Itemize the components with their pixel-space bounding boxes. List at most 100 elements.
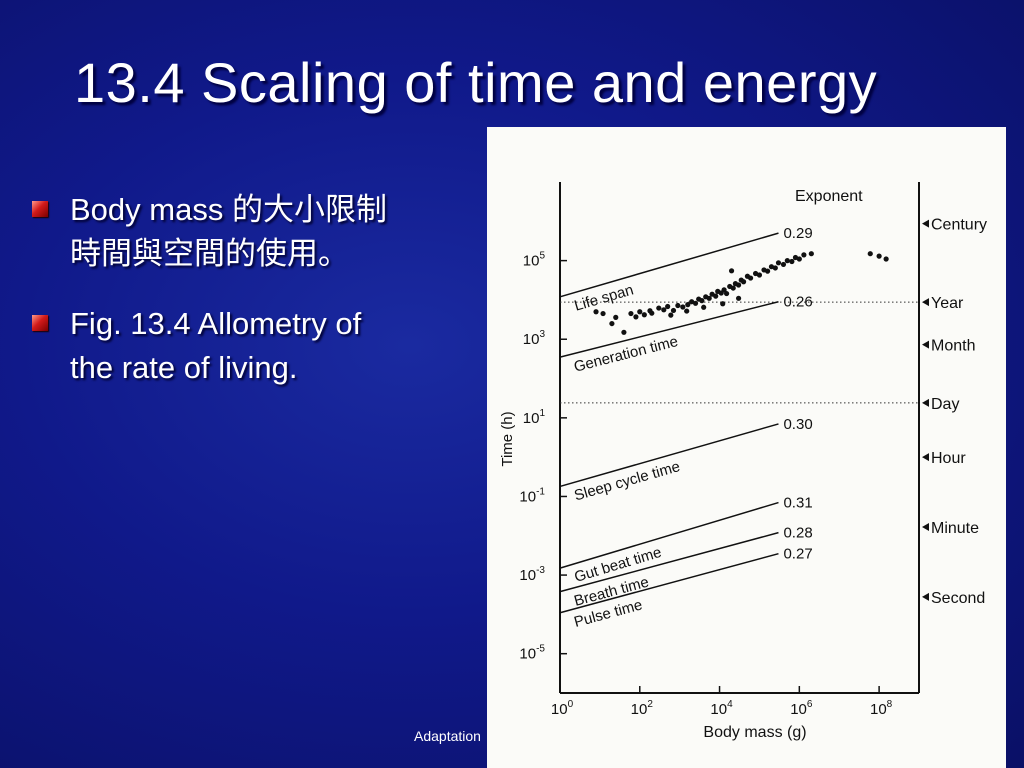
reference-arrow-icon	[922, 453, 929, 462]
bullet-text: Body mass	[70, 192, 232, 227]
fit-line-label: Sleep cycle time	[572, 458, 682, 504]
exponent-label: 0.27	[783, 546, 812, 563]
y-tick-label: 101	[523, 408, 546, 427]
exponent-label: 0.28	[783, 525, 812, 542]
fit-line	[559, 531, 779, 593]
y-tick-label: 10-1	[519, 486, 545, 505]
data-point	[628, 310, 634, 317]
data-point	[684, 308, 690, 314]
data-point	[670, 307, 677, 314]
data-point	[730, 285, 736, 291]
data-point	[723, 290, 730, 297]
y-axis-label: Time (h)	[499, 411, 516, 466]
reference-arrow-icon	[922, 592, 929, 601]
data-point	[713, 293, 719, 299]
data-point	[609, 320, 615, 327]
data-point	[735, 295, 742, 301]
fit-line	[559, 300, 779, 358]
data-point	[685, 302, 691, 308]
data-point	[808, 251, 814, 257]
data-point	[675, 302, 681, 309]
data-point	[668, 312, 674, 318]
y-tick-label: 10-3	[519, 565, 545, 584]
fit-line	[559, 423, 779, 488]
bullet-text-cjk: 時間與空間的使用。	[70, 236, 349, 272]
fit-line	[559, 501, 779, 569]
reference-label: Century	[931, 217, 987, 234]
x-tick-label: 104	[710, 699, 733, 718]
exponent-label: 0.26	[783, 294, 812, 311]
y-tick-label: 103	[523, 329, 546, 348]
data-point	[883, 256, 889, 262]
data-point	[780, 261, 787, 268]
exponent-label: 0.30	[783, 416, 812, 433]
fit-line	[559, 552, 779, 614]
data-point	[735, 282, 742, 288]
data-point	[680, 304, 686, 310]
reference-label: Year	[931, 295, 964, 312]
data-point	[661, 307, 667, 313]
data-point	[656, 305, 662, 311]
data-point	[641, 312, 647, 318]
data-point	[699, 298, 705, 304]
allometry-chart: Time (h) Body mass (g) Exponent Century Y…	[499, 182, 987, 741]
data-point	[633, 314, 639, 320]
data-point	[692, 300, 699, 306]
reference-label: Month	[931, 338, 975, 355]
slide-title: 13.4 Scaling of time and energy	[74, 51, 878, 114]
bullet-item-body-mass: Body mass 的大小限制 時間與空間的使用。	[30, 188, 485, 276]
data-point	[867, 251, 873, 257]
data-point	[764, 268, 771, 274]
bullet-marker-icon	[32, 315, 48, 331]
x-tick-label: 106	[790, 699, 813, 718]
fit-line-label: Generation time	[572, 333, 680, 376]
data-point	[593, 309, 599, 315]
x-tick-label: 108	[870, 699, 893, 718]
data-point	[637, 309, 643, 315]
data-point	[876, 253, 882, 259]
data-point	[740, 279, 747, 285]
bullet-item-figure-caption: Fig. 13.4 Allometry of the rate of livin…	[30, 302, 485, 390]
fit-line	[559, 232, 779, 298]
y-tick-label: 10-5	[519, 644, 545, 663]
data-point	[665, 303, 671, 310]
reference-arrow-icon	[922, 340, 929, 349]
data-point	[706, 295, 712, 301]
reference-arrow-icon	[922, 398, 929, 407]
data-point	[796, 256, 802, 262]
bullet-marker-icon	[32, 201, 48, 217]
data-point	[613, 314, 619, 320]
exponent-header: Exponent	[795, 188, 863, 205]
reference-label: Second	[931, 590, 985, 607]
data-point	[649, 310, 655, 316]
data-point	[747, 275, 754, 281]
reference-arrow-icon	[922, 298, 929, 307]
reference-arrow-icon	[922, 219, 929, 228]
reference-label: Minute	[931, 520, 979, 537]
data-point	[600, 310, 606, 317]
bullet-list: Body mass 的大小限制 時間與空間的使用。 Fig. 13.4 Allo…	[30, 188, 485, 416]
fit-line-label: Life span	[572, 281, 635, 314]
x-tick-label: 102	[631, 699, 654, 718]
allometry-figure: Time (h) Body mass (g) Exponent Century Y…	[487, 127, 1006, 768]
bullet-text: the rate of living.	[70, 350, 298, 385]
bullet-line: the rate of living.	[70, 346, 485, 390]
x-tick-label: 100	[551, 699, 574, 718]
bullet-line: Body mass 的大小限制	[70, 188, 485, 232]
data-point	[728, 268, 735, 274]
data-point	[721, 287, 727, 293]
data-point	[775, 260, 782, 266]
data-point	[720, 301, 726, 307]
bullet-text: Fig. 13.4 Allometry of	[70, 306, 362, 341]
data-point	[801, 252, 807, 258]
reference-label: Hour	[931, 450, 966, 467]
y-tick-label: 105	[523, 251, 546, 270]
data-point	[756, 272, 763, 278]
reference-label: Day	[931, 396, 959, 413]
data-point	[789, 258, 795, 265]
slide-footer: Adaptation	[414, 728, 481, 744]
data-point	[772, 265, 778, 271]
bullet-line: Fig. 13.4 Allometry of	[70, 302, 485, 346]
x-axis-label: Body mass (g)	[703, 724, 806, 741]
bullet-text-cjk: 的大小限制	[231, 192, 387, 228]
